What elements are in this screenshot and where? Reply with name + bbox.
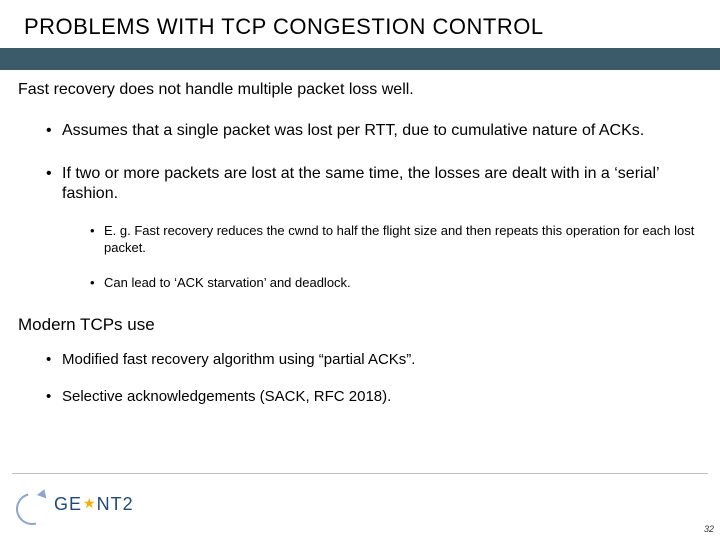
section1-sublist: E. g. Fast recovery reduces the cwnd to … — [90, 223, 702, 292]
section2-list: Modified fast recovery algorithm using “… — [46, 350, 702, 407]
logo-text-part2: NT — [97, 494, 123, 514]
logo-suffix: 2 — [123, 494, 134, 514]
list-item: Assumes that a single packet was lost pe… — [46, 121, 702, 142]
logo-text: GE★NT2 — [54, 494, 134, 515]
list-item: E. g. Fast recovery reduces the cwnd to … — [90, 223, 702, 257]
slide-title: PROBLEMS WITH TCP CONGESTION CONTROL — [24, 14, 720, 40]
page-number: 32 — [704, 524, 714, 534]
logo-text-part1: GE — [54, 494, 82, 514]
slide-body: Fast recovery does not handle multiple p… — [18, 80, 702, 425]
slide: { "title": "PROBLEMS WITH TCP CONGESTION… — [0, 0, 720, 540]
list-item: Modified fast recovery algorithm using “… — [46, 350, 702, 370]
section1-list: Assumes that a single packet was lost pe… — [46, 121, 702, 292]
logo-swoosh-icon — [16, 487, 50, 521]
geant2-logo: GE★NT2 — [16, 484, 136, 524]
list-item: Selective acknowledgements (SACK, RFC 20… — [46, 387, 702, 407]
list-item: If two or more packets are lost at the s… — [46, 164, 702, 292]
section1-lead: Fast recovery does not handle multiple p… — [18, 80, 702, 101]
bullet-text: If two or more packets are lost at the s… — [62, 165, 659, 203]
list-item: Can lead to ‘ACK starvation’ and deadloc… — [90, 275, 702, 292]
bullet-text: Assumes that a single packet was lost pe… — [62, 122, 644, 139]
footer-divider — [12, 473, 708, 474]
section2-lead: Modern TCPs use — [18, 314, 702, 336]
logo-star-icon: ★ — [83, 495, 97, 511]
